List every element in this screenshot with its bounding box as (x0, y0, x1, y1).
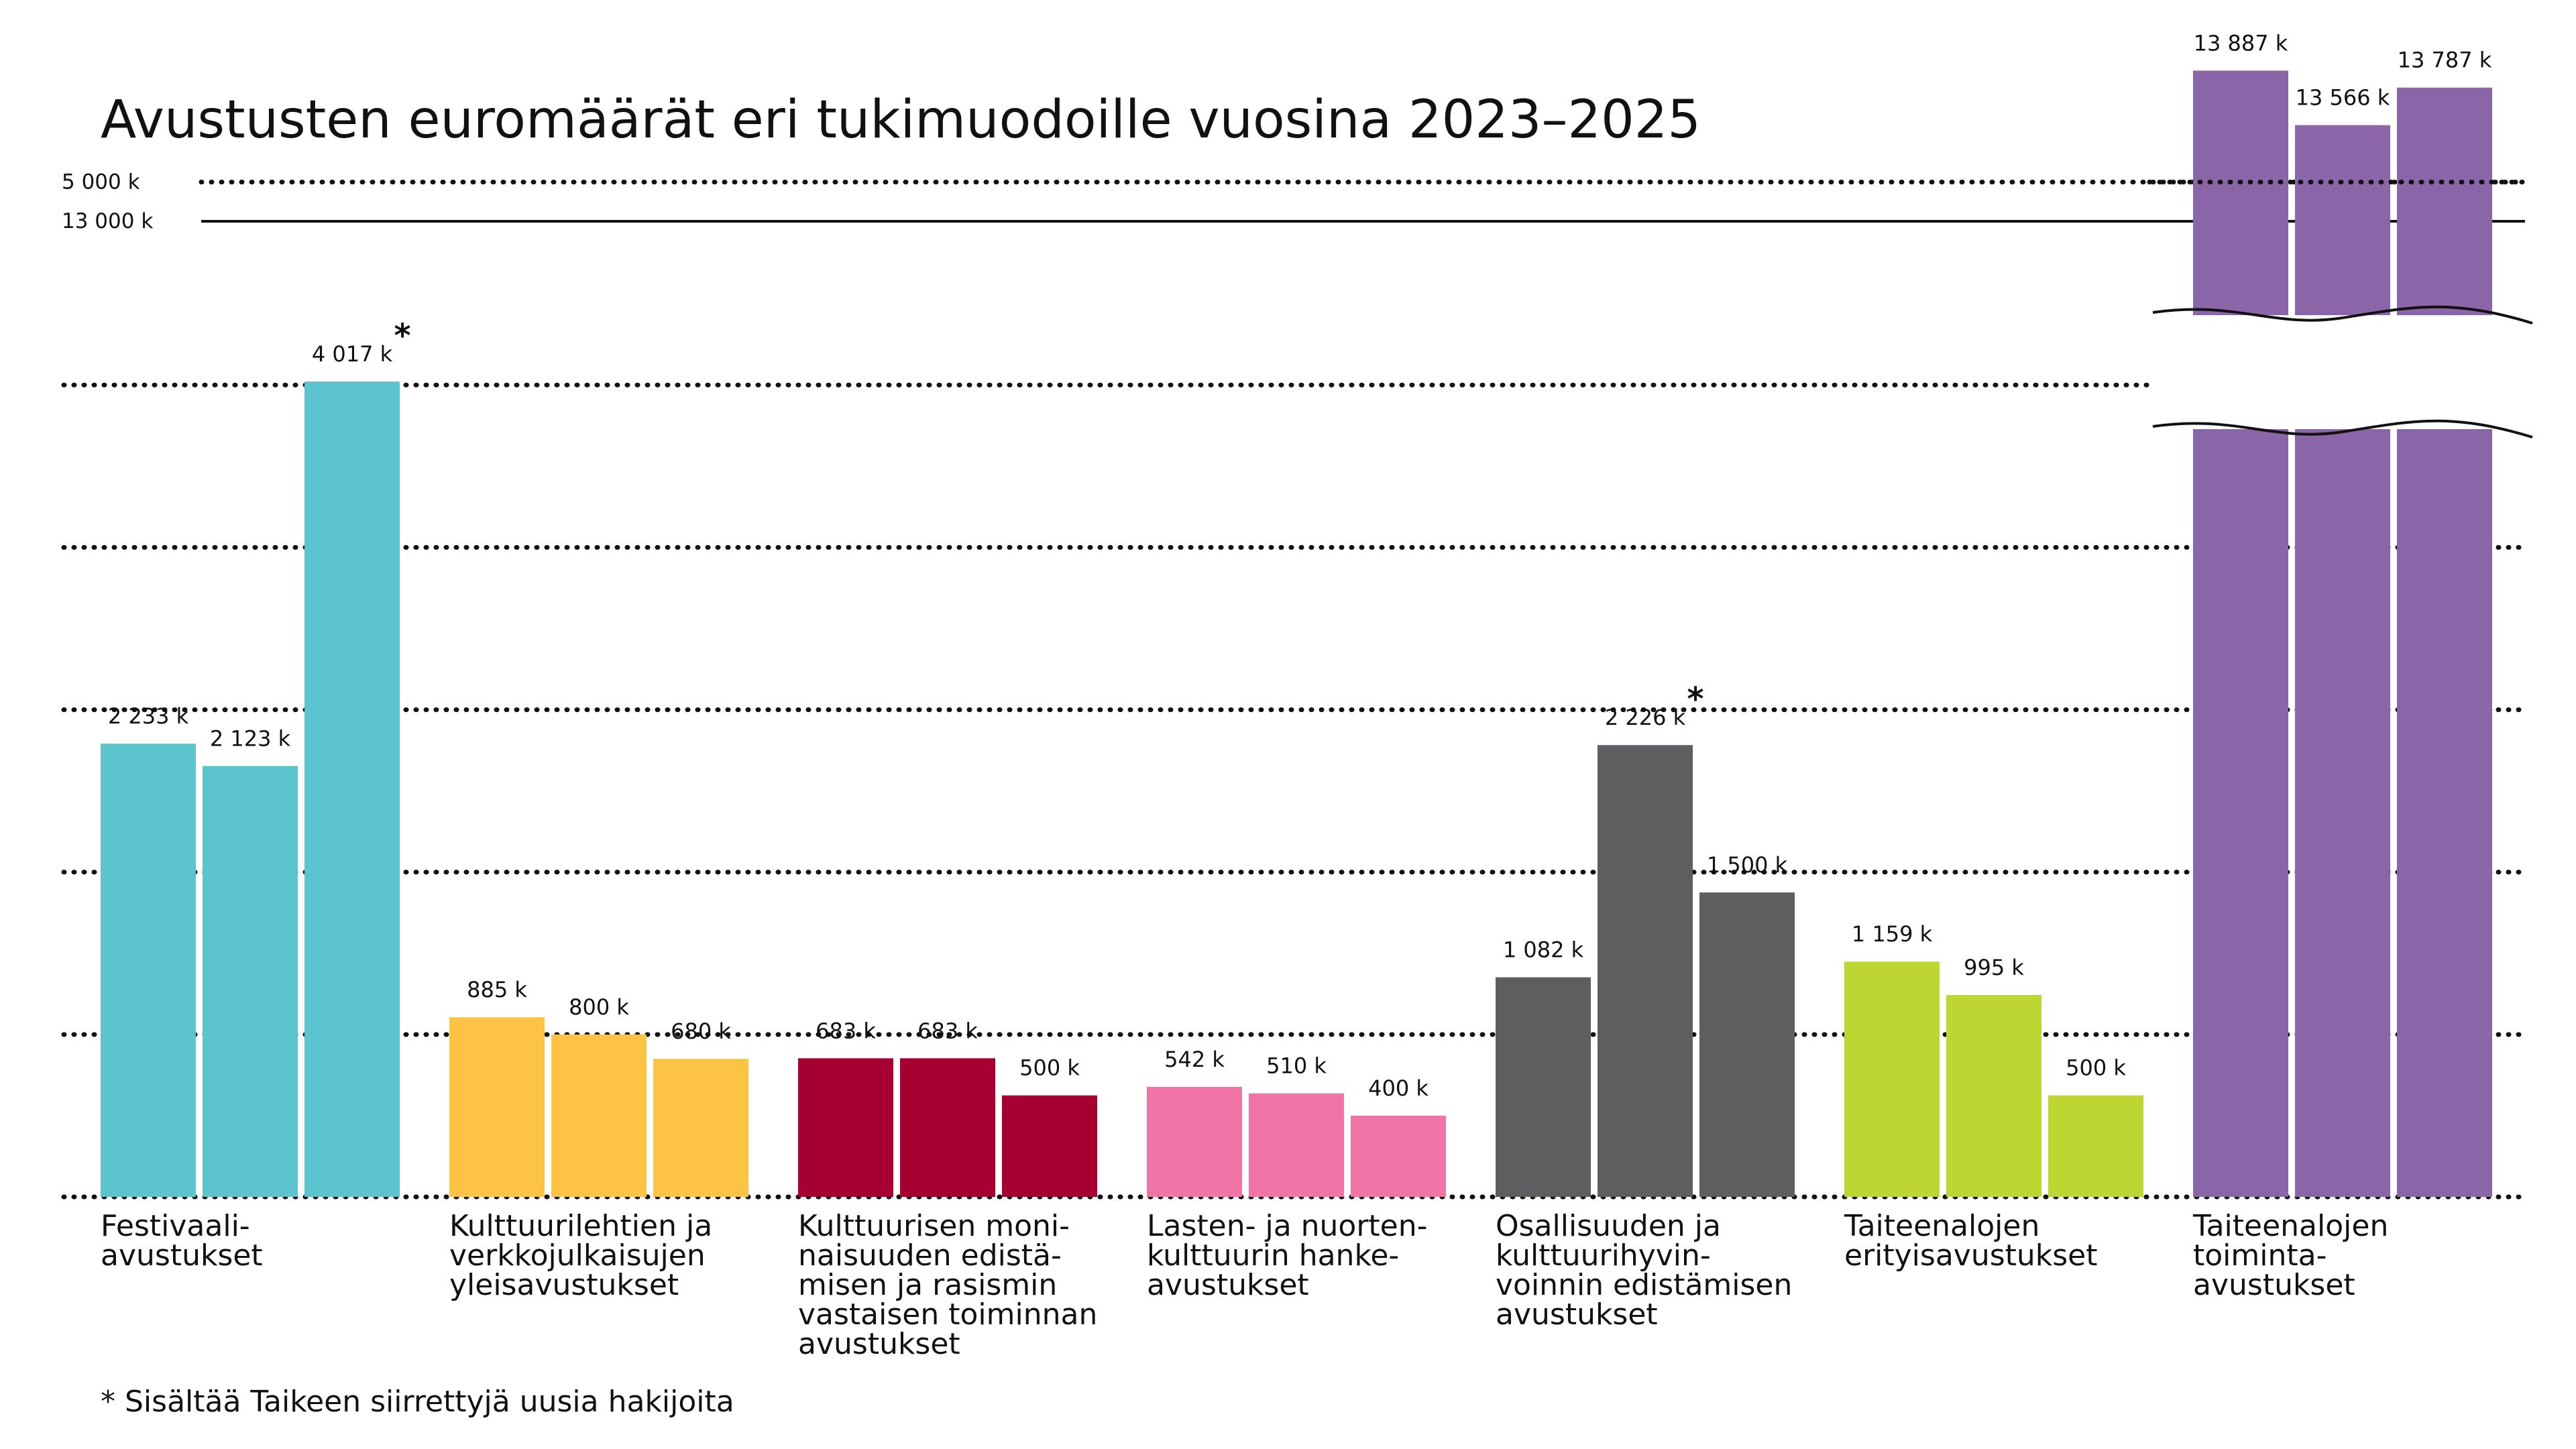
bar (1147, 1086, 1242, 1197)
data-label: 885 k (467, 977, 527, 1002)
data-label: 2 233 k (108, 703, 189, 729)
data-label: 500 k (2066, 1055, 2126, 1081)
bar (798, 1058, 893, 1197)
bar (1844, 962, 1940, 1197)
data-label: 1 082 k (1503, 937, 1584, 962)
data-label: 13 787 k (2398, 48, 2492, 73)
bar (1002, 1095, 1097, 1197)
bar (2193, 70, 2288, 1198)
bar (304, 382, 400, 1197)
y-tick-label: 13 000 k (62, 209, 153, 233)
bars (101, 70, 2536, 1198)
y-axis-ticks: 5 000 k 13 000 k (62, 170, 153, 234)
bar (2295, 125, 2390, 1197)
bar (653, 1059, 748, 1197)
axis-break-wave-upper (2152, 305, 2533, 325)
data-label: 683 k (816, 1018, 876, 1043)
y-tick-label: 5 000 k (62, 170, 140, 194)
bar (900, 1058, 995, 1197)
bar (1598, 745, 1693, 1197)
data-label: 1 159 k (1852, 921, 1933, 947)
chart-title: Avustusten euromäärät eri tukimuodoille … (101, 90, 1701, 150)
category-label: Festivaali-avustukset (101, 1209, 263, 1273)
data-label: 2 226 k (1605, 705, 1686, 730)
category-label: Taiteenalojen erityisavustukset (1844, 1209, 2098, 1273)
data-label: 680 k (671, 1019, 731, 1044)
bar (1946, 994, 2041, 1197)
bar (2048, 1095, 2143, 1197)
data-label: 13 887 k (2194, 30, 2288, 56)
data-label: 995 k (1964, 955, 2024, 980)
footnote: * Sisältää Taikeen siirrettyjä uusia hak… (101, 1385, 734, 1419)
axis-break-gap (2149, 315, 2536, 429)
axis-break-wave-lower (2152, 419, 2533, 439)
data-label: 510 k (1266, 1053, 1327, 1079)
data-label: 400 k (1368, 1076, 1429, 1101)
category-label: Kulttuurilehtien ja verkkojulkaisujen ylei… (449, 1209, 712, 1302)
data-label: 800 k (569, 994, 629, 1020)
bar (449, 1017, 545, 1197)
bar (1249, 1093, 1344, 1197)
category-label: Osallisuuden ja kulttuurihyvin-voinnin ed… (1496, 1209, 1792, 1332)
asterisk-marker: * (1687, 681, 1703, 718)
data-label: 13 566 k (2296, 85, 2390, 111)
bar (1496, 977, 1591, 1197)
data-label: 542 k (1164, 1047, 1225, 1072)
asterisk-marker: * (394, 317, 410, 355)
category-label: Kulttuurisen moni-naisuuden edistä-misen… (798, 1209, 1097, 1361)
bar (1351, 1115, 1446, 1197)
category-label: Taiteenalojen toiminta-avustukset (2192, 1209, 2388, 1302)
data-label: 4 017 k (312, 341, 393, 367)
data-label: 2 123 k (210, 726, 291, 751)
bar (2397, 87, 2492, 1198)
bar (203, 766, 298, 1197)
data-label: 1 500 k (1707, 852, 1788, 878)
data-label: 500 k (1019, 1055, 1080, 1081)
data-label: 683 k (917, 1018, 978, 1043)
category-label: Lasten- ja nuorten-kulttuurin hanke-avus… (1147, 1209, 1428, 1302)
bar (1699, 892, 1795, 1197)
bar (101, 744, 196, 1197)
category-labels: Festivaali-avustukset Kulttuurilehtien ja… (101, 1209, 2388, 1361)
bar (551, 1034, 647, 1197)
